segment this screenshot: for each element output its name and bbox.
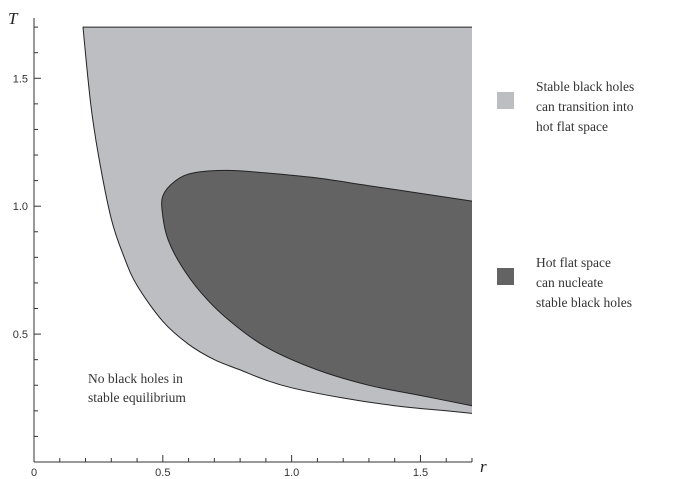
- annotation-line-2: stable equilibrium: [88, 390, 186, 405]
- boundary-curve-lower: [82, 26, 473, 414]
- legend-line: Stable black holes: [536, 79, 635, 94]
- x-tick-label: 0.5: [155, 467, 170, 479]
- y-tick-label: 1.0: [13, 201, 28, 213]
- legend-swatch-light-gray: [497, 92, 514, 109]
- axes-layer: [33, 18, 472, 463]
- legend-line: hot flat space: [536, 119, 608, 134]
- legend-label: Stable black holes can transition into h…: [536, 77, 634, 137]
- x-tick-label: 0: [31, 467, 37, 479]
- x-axis-title: r: [480, 457, 487, 476]
- legend-line: Hot flat space: [536, 255, 611, 270]
- regions-layer: [82, 26, 473, 414]
- ticks-layer: 0 0.5 1.0 1.5 0.5 1.0 1.5: [13, 26, 473, 479]
- y-axis-title: T: [8, 9, 19, 28]
- legend-line: stable black holes: [536, 295, 632, 310]
- annotation-line-1: No black holes in: [88, 371, 183, 386]
- x-tick-label: 1.5: [413, 467, 428, 479]
- region-nucleate: [161, 170, 472, 406]
- y-tick-label: 0.5: [13, 329, 28, 341]
- legend-item-nucleate: Hot flat space can nucleate stable black…: [497, 253, 632, 313]
- legend-swatch-dark-gray: [497, 268, 514, 285]
- legend-item-stable-transition: Stable black holes can transition into h…: [497, 77, 634, 137]
- legend-line: can transition into: [536, 99, 634, 114]
- legend-label: Hot flat space can nucleate stable black…: [536, 253, 632, 313]
- legend-line: can nucleate: [536, 275, 604, 290]
- x-tick-label: 1.0: [284, 467, 299, 479]
- y-tick-label: 1.5: [13, 73, 28, 85]
- boundary-curve-inner: [161, 169, 473, 407]
